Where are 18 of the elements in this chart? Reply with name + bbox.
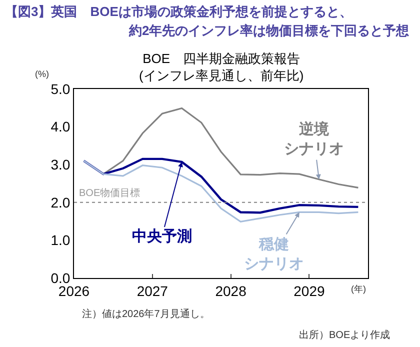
series-label: 穏健シナリオ	[244, 236, 304, 272]
y-tick-label: 2.0	[50, 194, 70, 210]
series-label: 逆境シナリオ	[284, 120, 344, 158]
y-tick-label: 5.0	[50, 80, 70, 97]
y-tick-label: 4.0	[50, 118, 70, 135]
x-tick-label: 2027	[136, 282, 168, 299]
chart-subtitle: BOE 四半期金融政策報告 (インフレ率見通し、前年比)	[139, 51, 304, 83]
y-axis-title: (%)	[35, 69, 49, 79]
chart-title: 【図3】英国 BOEは市場の政策金利予想を前提とすると、約2年先のインフレ率は物価目標を下回ると予想	[5, 4, 410, 38]
text: 注）値は2026年7月見通し。	[82, 308, 210, 320]
y-tick-label: 3.0	[50, 156, 70, 172]
text: 出所）BOEより作成	[299, 329, 390, 341]
x-tick-label: 2029	[294, 282, 325, 299]
x-axis-title: (年)	[351, 284, 366, 294]
ref-line-label: BOE物価目標	[79, 187, 140, 199]
y-tick-label: 1.0	[50, 232, 70, 248]
text: 中央予測	[132, 228, 192, 245]
x-tick-label: 2028	[215, 282, 247, 299]
